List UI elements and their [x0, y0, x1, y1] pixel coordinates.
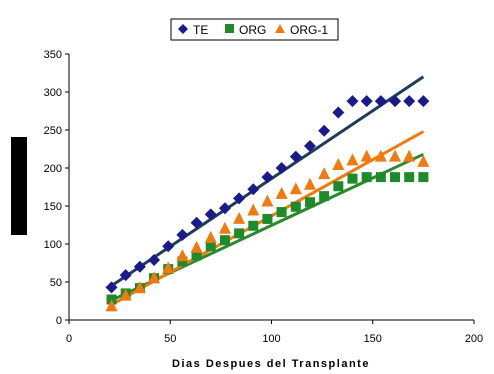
- point-diamond: [332, 106, 345, 119]
- point-triangle: [289, 182, 302, 195]
- point-diamond: [403, 95, 416, 108]
- point-square: [319, 191, 330, 202]
- point-square: [404, 172, 415, 183]
- point-square: [361, 172, 372, 183]
- legend-label-org-1: ORG-1: [290, 23, 328, 37]
- point-triangle: [233, 211, 246, 224]
- legend-frame: [170, 18, 339, 41]
- point-diamond: [374, 95, 387, 108]
- point-triangle: [318, 167, 331, 180]
- point-triangle: [204, 230, 217, 243]
- point-triangle: [417, 154, 430, 167]
- point-triangle: [332, 157, 345, 170]
- y-axis-ticks: 0 50 100 150 200 250 300 350: [44, 49, 69, 327]
- point-diamond: [303, 139, 316, 152]
- point-triangle: [105, 299, 118, 312]
- y-tick-label: 350: [44, 49, 62, 61]
- point-diamond: [360, 95, 373, 108]
- legend: TE ORG ORG-1: [170, 18, 339, 41]
- point-triangle: [403, 149, 416, 162]
- point-diamond: [190, 216, 203, 229]
- point-square: [219, 235, 230, 246]
- point-triangle: [360, 149, 373, 162]
- point-square: [375, 172, 386, 183]
- point-triangle: [133, 281, 146, 294]
- point-triangle: [275, 186, 288, 199]
- point-diamond: [204, 208, 217, 221]
- point-square: [304, 197, 315, 208]
- point-diamond: [261, 171, 274, 184]
- point-square: [262, 213, 273, 224]
- point-triangle: [218, 221, 231, 234]
- point-triangle: [162, 261, 175, 274]
- x-tick-label: 200: [465, 333, 483, 345]
- point-triangle: [247, 203, 260, 216]
- trendlines: [110, 75, 425, 307]
- point-diamond: [417, 95, 430, 108]
- point-triangle: [389, 149, 402, 162]
- legend-marker-square: [225, 24, 234, 33]
- point-diamond: [318, 124, 331, 137]
- point-square: [276, 207, 287, 218]
- x-tick-label: 150: [364, 333, 382, 345]
- legend-marker-diamond: [178, 24, 188, 34]
- point-square: [290, 201, 301, 212]
- point-triangle: [261, 194, 274, 207]
- point-square: [191, 250, 202, 261]
- y-tick-label: 50: [50, 277, 62, 289]
- legend-label-org: ORG: [239, 23, 266, 37]
- point-diamond: [289, 150, 302, 163]
- point-diamond: [346, 95, 359, 108]
- legend-label-te: TE: [193, 23, 208, 37]
- x-tick-label: 100: [262, 333, 280, 345]
- x-tick-label: 50: [164, 333, 176, 345]
- axis-label-redaction-block: [11, 137, 27, 235]
- point-diamond: [389, 95, 402, 108]
- data-points: [105, 95, 430, 312]
- point-diamond: [233, 192, 246, 205]
- point-square: [177, 256, 188, 267]
- point-triangle: [176, 249, 189, 262]
- x-tick-label: 0: [66, 333, 72, 345]
- point-square: [234, 228, 245, 239]
- x-axis-title: Dias Despues del Transplante: [172, 358, 370, 370]
- y-tick-label: 0: [56, 315, 62, 327]
- point-square: [347, 173, 358, 184]
- point-diamond: [105, 281, 118, 294]
- point-triangle: [303, 177, 316, 190]
- point-diamond: [218, 202, 231, 215]
- y-tick-label: 200: [44, 163, 62, 175]
- point-diamond: [162, 240, 175, 253]
- point-square: [248, 220, 259, 231]
- point-triangle: [148, 271, 161, 284]
- point-diamond: [275, 162, 288, 174]
- point-square: [418, 172, 429, 183]
- point-diamond: [148, 253, 161, 266]
- point-triangle: [346, 153, 359, 166]
- point-square: [205, 241, 216, 252]
- point-square: [390, 172, 401, 183]
- point-triangle: [374, 149, 387, 162]
- point-diamond: [133, 260, 146, 273]
- point-triangle: [119, 288, 132, 301]
- y-tick-label: 100: [44, 239, 62, 251]
- point-square: [333, 181, 344, 192]
- point-diamond: [119, 269, 132, 282]
- point-triangle: [190, 240, 203, 253]
- y-tick-label: 250: [44, 125, 62, 137]
- y-tick-label: 150: [44, 201, 62, 213]
- x-axis-ticks: 0 50 100 150 200: [66, 320, 483, 345]
- y-tick-label: 300: [44, 87, 62, 99]
- point-diamond: [176, 228, 189, 241]
- point-diamond: [247, 183, 260, 196]
- legend-marker-triangle: [275, 24, 285, 33]
